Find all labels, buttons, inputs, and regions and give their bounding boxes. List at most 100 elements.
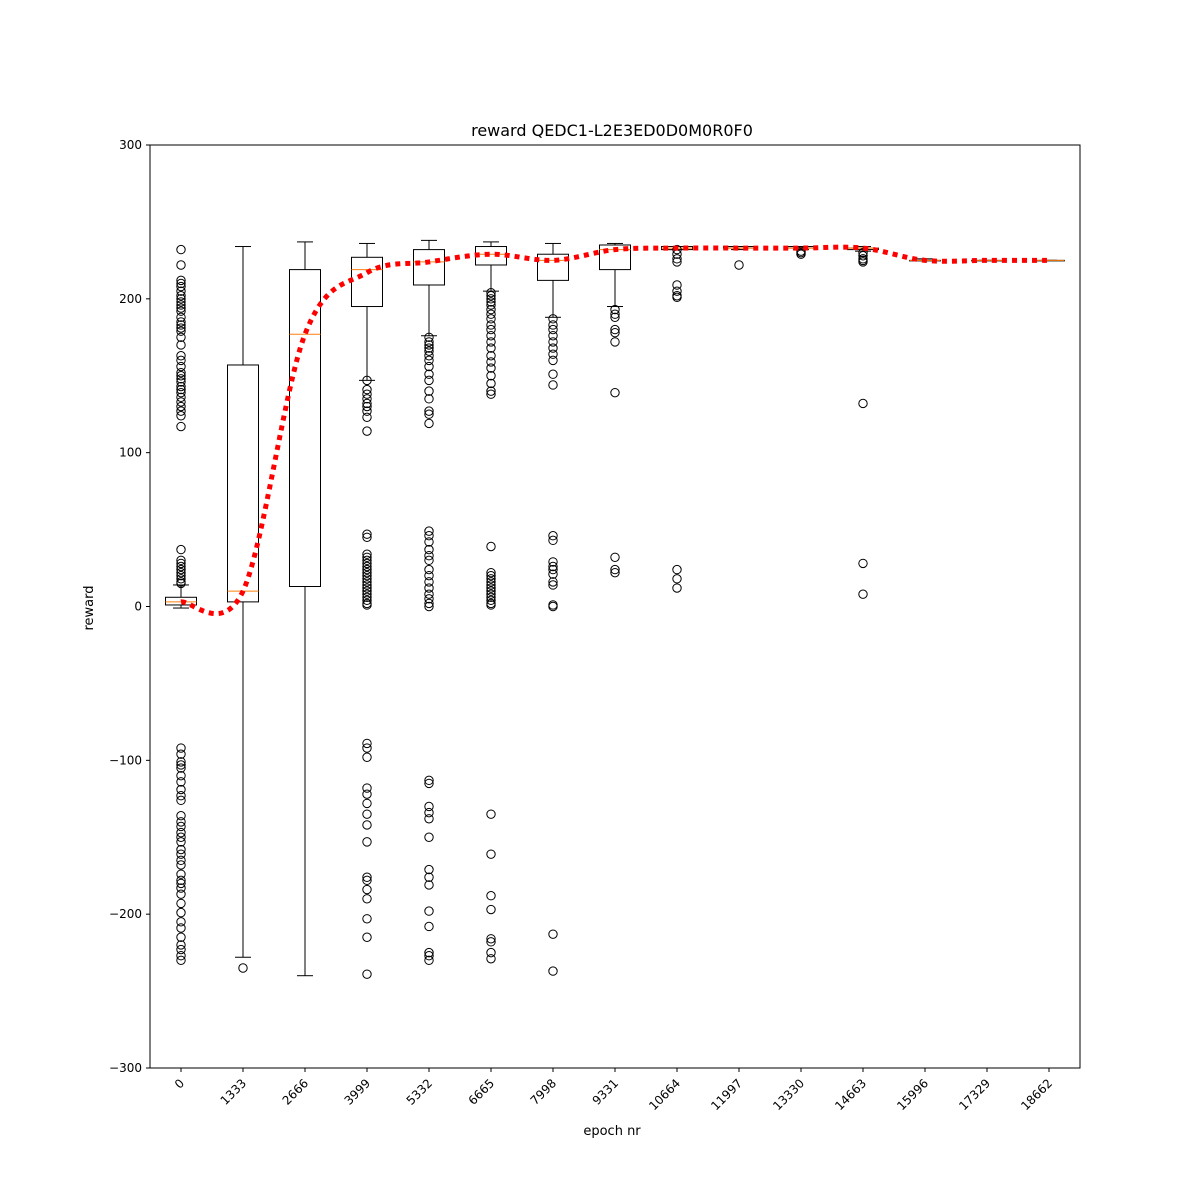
- outlier-point: [548, 577, 558, 587]
- outlier-point: [362, 532, 372, 542]
- outlier-point: [362, 837, 372, 847]
- outlier-point: [176, 406, 186, 416]
- outlier-point: [176, 387, 186, 398]
- y-tick-label: −300: [109, 1061, 142, 1075]
- y-tick-label: 300: [119, 138, 142, 152]
- outlier-point: [176, 361, 186, 372]
- outlier-point: [424, 343, 434, 353]
- outlier-point: [424, 775, 434, 786]
- outlier-point: [176, 571, 186, 581]
- outlier-point: [176, 275, 186, 286]
- outlier-point: [424, 583, 434, 593]
- outlier-point: [362, 875, 372, 886]
- outlier-point: [176, 777, 186, 787]
- outlier-point: [424, 872, 434, 882]
- outlier-point: [672, 244, 682, 255]
- outlier-point: [176, 951, 186, 961]
- outlier-point: [424, 340, 434, 350]
- outlier-point: [362, 600, 372, 610]
- outlier-point: [486, 309, 496, 319]
- outlier-point: [176, 749, 186, 759]
- outlier-point: [424, 346, 434, 356]
- outlier-point: [424, 361, 434, 372]
- outlier-point: [176, 260, 186, 270]
- outlier-point: [486, 809, 496, 819]
- outlier-point: [486, 577, 496, 587]
- outlier-point: [176, 791, 186, 801]
- outlier-point: [176, 561, 186, 572]
- outlier-point: [486, 937, 496, 947]
- outlier-point: [176, 743, 186, 753]
- outlier-point: [548, 324, 558, 335]
- outlier-point: [176, 544, 186, 555]
- outlier-point: [362, 932, 372, 942]
- outlier-point: [672, 574, 682, 584]
- plot-frame: [149, 144, 1081, 1069]
- outlier-point: [362, 426, 372, 436]
- x-axis-label: epoch nr: [583, 1124, 641, 1139]
- outlier-point: [362, 583, 372, 593]
- outlier-point: [176, 323, 186, 333]
- outlier-point: [176, 411, 186, 421]
- outlier-point: [176, 381, 186, 392]
- outlier-point: [486, 386, 496, 396]
- outlier-point: [176, 771, 186, 781]
- outlier-point: [548, 337, 558, 347]
- outlier-point: [424, 551, 434, 561]
- y-axis: −300 −200 −100 0 100 200 300: [109, 138, 150, 1075]
- outlier-point: [424, 601, 434, 612]
- outlier-point: [176, 760, 186, 770]
- outlier-point: [176, 795, 186, 806]
- outlier-point: [362, 894, 372, 904]
- outlier-point: [548, 929, 558, 939]
- outlier-point: [486, 297, 496, 307]
- outlier-point: [176, 832, 186, 842]
- outlier-point: [362, 552, 372, 562]
- outlier-point: [424, 375, 434, 386]
- outlier-point: [486, 287, 496, 298]
- outlier-point: [424, 394, 434, 404]
- outlier-point: [548, 966, 558, 976]
- outlier-point: [362, 567, 372, 578]
- outlier-point: [176, 286, 186, 296]
- outlier-point: [486, 574, 496, 584]
- outlier-point: [176, 944, 186, 955]
- outlier-point: [362, 401, 372, 412]
- outlier-point: [486, 595, 496, 606]
- y-tick-label: 0: [134, 600, 142, 614]
- outlier-point: [424, 418, 434, 429]
- outlier-point: [362, 549, 372, 559]
- outlier-point: [176, 875, 186, 886]
- outlier-point: [734, 260, 744, 270]
- outlier-point: [486, 583, 496, 593]
- outlier-point: [858, 247, 868, 258]
- x-tick-label: 11997: [708, 1076, 745, 1113]
- box-14663: [847, 246, 879, 599]
- outlier-point: [548, 580, 558, 590]
- outlier-point: [486, 541, 496, 552]
- outlier-point: [486, 300, 496, 310]
- outlier-point: [548, 535, 558, 546]
- outlier-point: [176, 869, 186, 879]
- outlier-point: [424, 409, 434, 419]
- x-tick-label: 15996: [894, 1076, 931, 1113]
- outlier-point: [362, 589, 372, 599]
- outlier-point: [548, 369, 558, 379]
- outlier-point: [424, 555, 434, 566]
- outlier-point: [672, 254, 682, 264]
- x-tick-label: 7998: [528, 1076, 559, 1107]
- outlier-point: [610, 312, 620, 322]
- x-tick-label: 17329: [956, 1076, 993, 1113]
- x-tick-label: 10664: [646, 1076, 683, 1113]
- outlier-point: [858, 589, 868, 599]
- outlier-point: [486, 291, 496, 301]
- outlier-point: [486, 378, 496, 389]
- outlier-point: [858, 257, 868, 267]
- outlier-point: [672, 292, 682, 302]
- outlier-point: [362, 969, 372, 979]
- outlier-point: [176, 811, 186, 821]
- outlier-point: [548, 380, 558, 390]
- outlier-point: [486, 294, 496, 304]
- outlier-point: [362, 789, 372, 799]
- box-10664: [661, 244, 693, 593]
